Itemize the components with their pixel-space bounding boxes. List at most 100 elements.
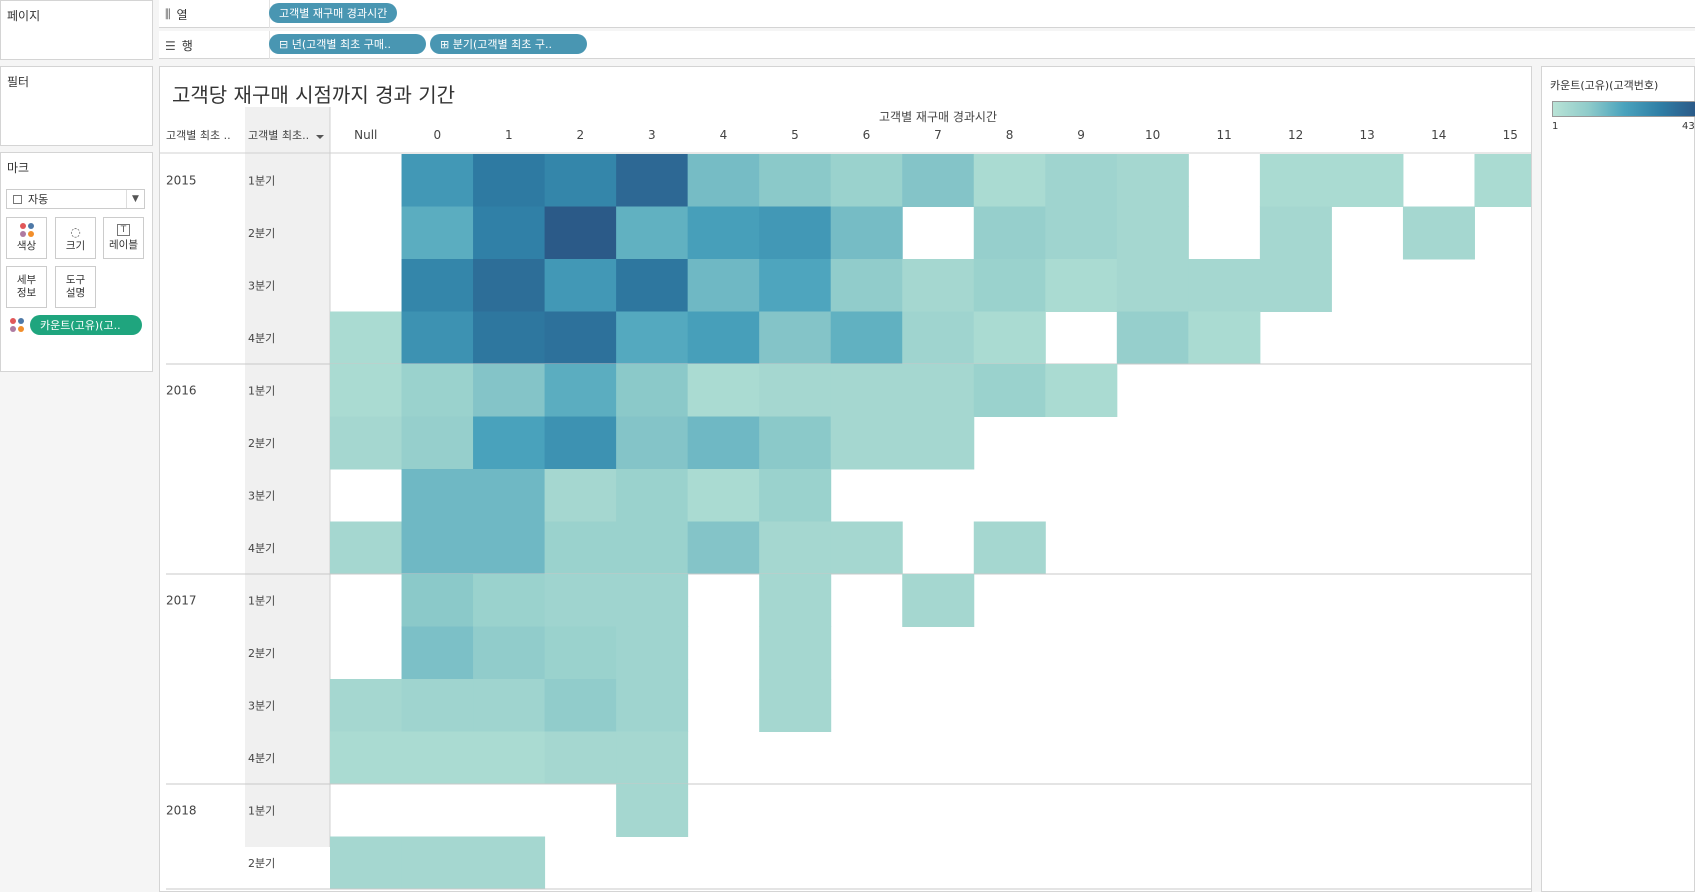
heat-cell[interactable] — [830, 154, 903, 207]
heat-cell[interactable] — [1116, 259, 1189, 312]
heat-cell[interactable] — [330, 836, 403, 890]
heat-cell[interactable] — [616, 521, 689, 575]
heat-cell[interactable] — [973, 364, 1046, 417]
heat-cell[interactable] — [830, 416, 903, 470]
viz-area[interactable]: 고객당 재구매 시점까지 경과 기간 고객별 재구매 경과시간 Null 0 1 2 3 4… — [159, 66, 1532, 892]
heat-cell[interactable] — [544, 521, 617, 575]
heat-cell[interactable] — [1259, 154, 1332, 207]
color-legend[interactable]: 카운트(고유)(고객번호) 1 43 — [1541, 66, 1695, 892]
heat-cell[interactable] — [616, 679, 689, 732]
heat-cell[interactable] — [616, 154, 689, 207]
heat-cell[interactable] — [330, 679, 403, 732]
heat-cell[interactable] — [616, 731, 689, 785]
row-pill-quarter[interactable]: ⊞ 분기(고객별 최초 구.. — [430, 34, 587, 54]
heat-cell[interactable] — [401, 521, 474, 575]
heat-cell[interactable] — [830, 311, 903, 365]
heat-cell[interactable] — [401, 626, 474, 680]
heat-cell[interactable] — [401, 259, 474, 312]
sort-icon[interactable] — [316, 135, 324, 139]
heat-cell[interactable] — [902, 574, 975, 627]
heat-cell[interactable] — [616, 206, 689, 260]
heat-cell[interactable] — [544, 574, 617, 627]
heat-cell[interactable] — [616, 469, 689, 522]
heat-cell[interactable] — [759, 626, 832, 680]
heat-cell[interactable] — [473, 679, 546, 732]
heat-cell[interactable] — [1045, 364, 1118, 417]
heat-cell[interactable] — [544, 364, 617, 417]
heat-cell[interactable] — [830, 521, 903, 575]
heat-cell[interactable] — [759, 469, 832, 522]
heat-cell[interactable] — [973, 206, 1046, 260]
heat-cell[interactable] — [1116, 311, 1189, 365]
heat-cell[interactable] — [1045, 259, 1118, 312]
heat-cell[interactable] — [687, 206, 760, 260]
heat-cell[interactable] — [544, 311, 617, 365]
heat-cell[interactable] — [1188, 259, 1261, 312]
pages-card[interactable]: 페이지 — [0, 0, 153, 60]
heat-cell[interactable] — [1116, 206, 1189, 260]
heat-cell[interactable] — [902, 416, 975, 470]
heat-cell[interactable] — [401, 679, 474, 732]
heat-cell[interactable] — [973, 259, 1046, 312]
heat-cell[interactable] — [544, 679, 617, 732]
heat-cell[interactable] — [544, 469, 617, 522]
heat-cell[interactable] — [473, 521, 546, 575]
heat-cell[interactable] — [330, 521, 403, 575]
heat-cell[interactable] — [544, 259, 617, 312]
heat-cell[interactable] — [902, 364, 975, 417]
heat-cell[interactable] — [687, 311, 760, 365]
heat-cell[interactable] — [973, 154, 1046, 207]
heat-cell[interactable] — [687, 521, 760, 575]
heat-cell[interactable] — [473, 206, 546, 260]
heat-cell[interactable] — [330, 416, 403, 470]
heat-cell[interactable] — [830, 364, 903, 417]
heat-cell[interactable] — [616, 416, 689, 470]
heat-cell[interactable] — [544, 154, 617, 207]
heat-cell[interactable] — [687, 259, 760, 312]
heat-cell[interactable] — [616, 784, 689, 837]
heat-cell[interactable] — [473, 154, 546, 207]
row-pill-year[interactable]: ⊟ 년(고객별 최초 구매.. — [269, 34, 426, 54]
heat-cell[interactable] — [902, 154, 975, 207]
heat-cell[interactable] — [759, 259, 832, 312]
heat-cell[interactable] — [401, 836, 474, 890]
heat-cell[interactable] — [544, 731, 617, 785]
heat-cell[interactable] — [473, 731, 546, 785]
heat-cell[interactable] — [1188, 311, 1261, 365]
filters-card[interactable]: 필터 — [0, 66, 153, 146]
tooltip-button[interactable]: 도구 설명 — [55, 266, 96, 308]
heat-cell[interactable] — [330, 311, 403, 365]
heat-cell[interactable] — [1045, 206, 1118, 260]
heat-cell[interactable] — [330, 364, 403, 417]
heat-cell[interactable] — [759, 521, 832, 575]
column-pill[interactable]: 고객별 재구매 경과시간 — [269, 3, 398, 23]
heat-cell[interactable] — [902, 311, 975, 365]
heat-cell[interactable] — [1259, 206, 1332, 260]
mark-type-dropdown[interactable]: 자동 ▼ — [6, 189, 145, 209]
heat-cell[interactable] — [401, 731, 474, 785]
heat-cell[interactable] — [1116, 154, 1189, 207]
heat-cell[interactable] — [1474, 154, 1532, 207]
heat-cell[interactable] — [687, 469, 760, 522]
heat-cell[interactable] — [616, 626, 689, 680]
heat-cell[interactable] — [616, 364, 689, 417]
rows-shelf[interactable]: ☰ 행 ⊟ 년(고객별 최초 구매.. ⊞ 분기(고객별 최초 구.. — [159, 31, 1695, 59]
heat-cell[interactable] — [687, 416, 760, 470]
heat-cell[interactable] — [973, 521, 1046, 575]
heat-cell[interactable] — [473, 311, 546, 365]
heat-cell[interactable] — [616, 574, 689, 627]
heat-cell[interactable] — [401, 206, 474, 260]
heat-cell[interactable] — [401, 416, 474, 470]
columns-shelf[interactable]: ⫼ 열 고객별 재구매 경과시간 — [159, 0, 1695, 28]
heat-cell[interactable] — [759, 574, 832, 627]
label-button[interactable]: T 레이블 — [103, 217, 144, 259]
heat-cell[interactable] — [544, 206, 617, 260]
heat-cell[interactable] — [401, 469, 474, 522]
heat-cell[interactable] — [473, 626, 546, 680]
heat-cell[interactable] — [759, 416, 832, 470]
count-distinct-pill[interactable]: 카운트(고유)(고.. — [30, 315, 142, 335]
heat-cell[interactable] — [687, 154, 760, 207]
heat-cell[interactable] — [473, 259, 546, 312]
heat-cell[interactable] — [973, 311, 1046, 365]
